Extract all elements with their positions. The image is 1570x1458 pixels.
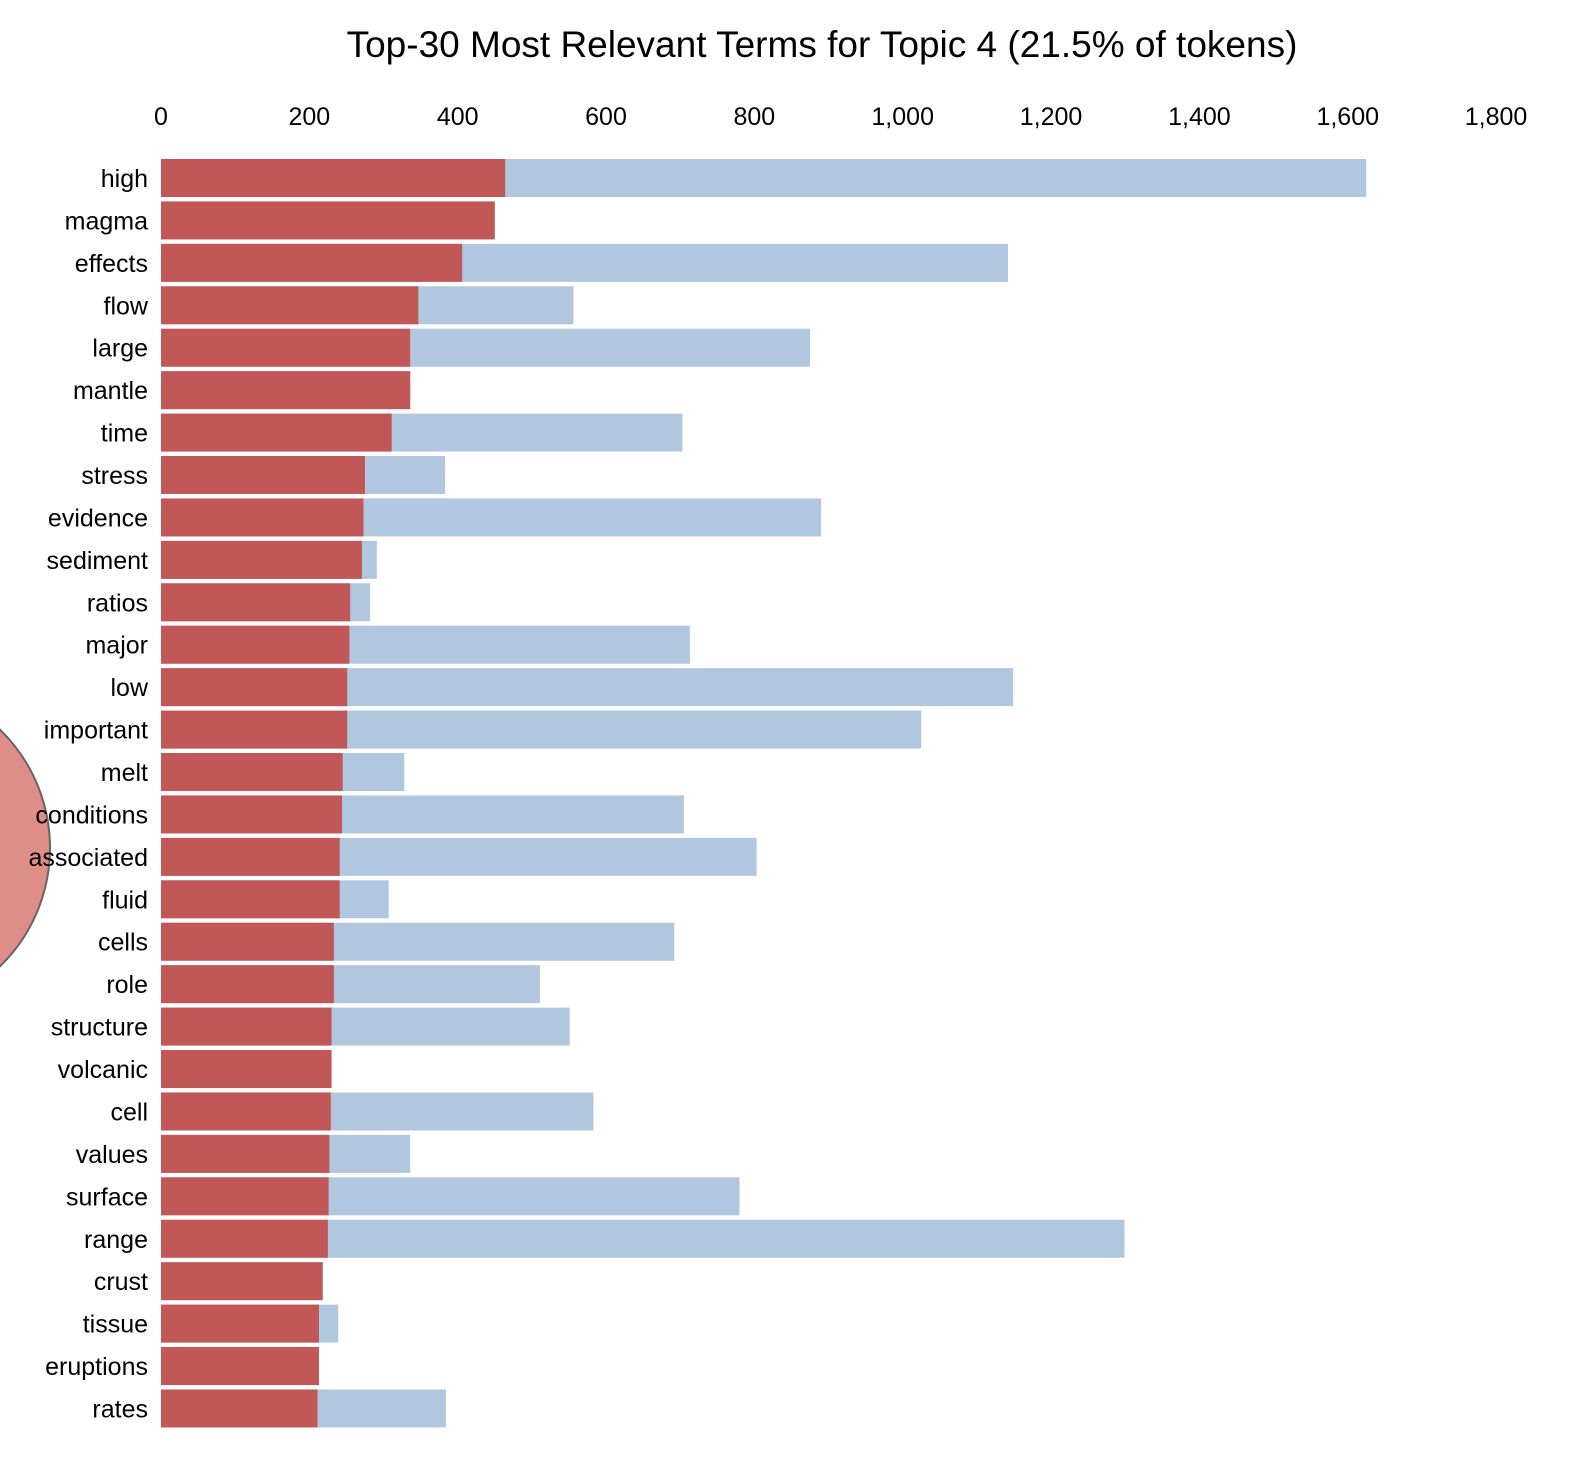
x-tick-label: 400	[437, 103, 479, 131]
topic-circle[interactable]	[0, 683, 51, 1013]
bar-topic-mantle[interactable]	[161, 371, 411, 410]
x-tick-label: 1,800	[1465, 103, 1528, 131]
bar-topic-low[interactable]	[161, 668, 348, 707]
bar-topic-surface[interactable]	[161, 1177, 329, 1216]
x-tick-label: 0	[154, 103, 168, 131]
term-label-mantle[interactable]: mantle	[73, 377, 148, 405]
term-label-volcanic[interactable]: volcanic	[58, 1056, 148, 1084]
bar-topic-cells[interactable]	[161, 922, 334, 961]
bar-topic-fluid[interactable]	[161, 880, 340, 919]
bar-topic-time[interactable]	[161, 413, 392, 452]
term-label-values[interactable]: values	[76, 1141, 148, 1169]
bar-topic-flow[interactable]	[161, 286, 419, 325]
term-label-cell[interactable]: cell	[110, 1098, 148, 1126]
chart-title: Top-30 Most Relevant Terms for Topic 4 (…	[347, 24, 1298, 65]
term-label-melt[interactable]: melt	[101, 759, 148, 787]
term-label-evidence[interactable]: evidence	[48, 504, 148, 532]
term-label-tissue[interactable]: tissue	[83, 1311, 148, 1339]
term-label-stress[interactable]: stress	[81, 462, 148, 490]
bar-topic-effects[interactable]	[161, 243, 463, 282]
bar-topic-volcanic[interactable]	[161, 1050, 332, 1089]
term-label-large[interactable]: large	[92, 335, 148, 363]
bar-topic-conditions[interactable]	[161, 795, 342, 834]
x-tick-label: 1,000	[871, 103, 934, 131]
term-label-role[interactable]: role	[106, 971, 148, 999]
term-label-structure[interactable]: structure	[51, 1014, 148, 1042]
x-tick-label: 1,400	[1168, 103, 1231, 131]
x-tick-label: 600	[585, 103, 627, 131]
bar-topic-associated[interactable]	[161, 837, 340, 876]
term-label-fluid[interactable]: fluid	[102, 886, 148, 914]
bar-topic-crust[interactable]	[161, 1262, 323, 1301]
term-label-associated[interactable]: associated	[28, 844, 148, 872]
term-label-surface[interactable]: surface	[66, 1183, 148, 1211]
bar-topic-cell[interactable]	[161, 1092, 331, 1131]
term-label-major[interactable]: major	[85, 632, 148, 660]
x-tick-label: 1,600	[1316, 103, 1379, 131]
term-labels: high magma effects flow large mantle time stres…	[28, 165, 148, 1423]
bar-topic-eruptions[interactable]	[161, 1347, 319, 1386]
bar-area	[161, 159, 1367, 1428]
term-label-range[interactable]: range	[84, 1226, 148, 1254]
term-label-eruptions[interactable]: eruptions	[45, 1353, 148, 1381]
bar-topic-high[interactable]	[161, 159, 506, 197]
bar-topic-major[interactable]	[161, 625, 350, 664]
bar-topic-ratios[interactable]	[161, 583, 351, 622]
bar-topic-structure[interactable]	[161, 1007, 332, 1046]
term-label-time[interactable]: time	[101, 420, 148, 448]
x-tick-label: 200	[288, 103, 330, 131]
term-label-effects[interactable]: effects	[75, 250, 148, 278]
term-label-conditions[interactable]: conditions	[35, 801, 148, 829]
bar-topic-values[interactable]	[161, 1134, 330, 1173]
bar-topic-tissue[interactable]	[161, 1304, 319, 1343]
x-tick-label: 800	[734, 103, 776, 131]
bar-topic-large[interactable]	[161, 328, 411, 367]
bar-topic-evidence[interactable]	[161, 498, 364, 537]
term-label-flow[interactable]: flow	[104, 292, 149, 320]
bar-topic-range[interactable]	[161, 1219, 328, 1258]
term-label-crust[interactable]: crust	[94, 1268, 148, 1296]
term-label-cells[interactable]: cells	[98, 929, 148, 957]
x-axis: 0 200 400 600 800 1,000 1,200 1,400 1,600 1,800	[154, 103, 1527, 131]
term-label-sediment[interactable]: sediment	[47, 547, 148, 575]
term-label-ratios[interactable]: ratios	[87, 589, 148, 617]
bar-topic-sediment[interactable]	[161, 540, 363, 579]
term-label-rates[interactable]: rates	[92, 1395, 148, 1423]
bar-topic-melt[interactable]	[161, 753, 343, 792]
bar-topic-important[interactable]	[161, 710, 348, 749]
bar-topic-magma[interactable]	[161, 201, 495, 240]
term-label-magma[interactable]: magma	[65, 207, 148, 235]
bar-topic-rates[interactable]	[161, 1389, 318, 1428]
x-tick-label: 1,200	[1020, 103, 1083, 131]
term-label-important[interactable]: important	[44, 717, 148, 745]
term-label-high[interactable]: high	[101, 165, 148, 193]
bar-topic-stress[interactable]	[161, 456, 365, 495]
bar-topic-role[interactable]	[161, 965, 334, 1004]
term-label-low[interactable]: low	[110, 674, 148, 702]
